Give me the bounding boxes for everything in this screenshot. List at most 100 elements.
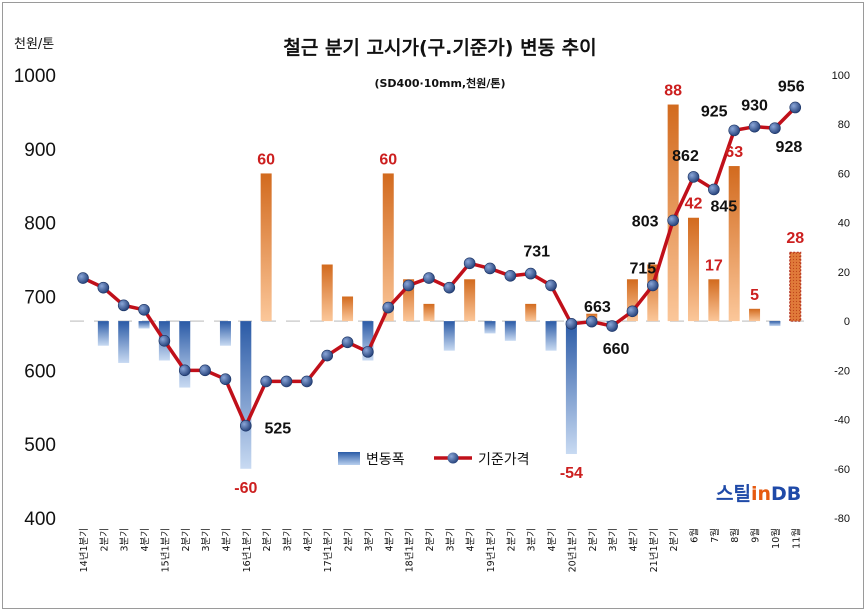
- line-value-label: 956: [778, 78, 805, 95]
- price-markers: [77, 101, 802, 432]
- bar-value-label: -54: [560, 465, 583, 482]
- change-bar: [403, 279, 415, 322]
- right-axis-tick: -20: [834, 365, 850, 377]
- chart-subtitle: (SD400·10mm,천원/톤): [374, 76, 505, 90]
- x-axis-labels: 14년1분기 2분기 3분기 4분기 15년1분기 2분기 3분기 4분기 16년1분기 2분기 3…: [79, 528, 802, 572]
- line-value-label: 663: [584, 299, 611, 316]
- x-axis-label: 4분기: [140, 528, 151, 552]
- change-bar: [484, 321, 496, 334]
- line-value-label: 930: [741, 98, 768, 115]
- x-axis-label: 3분기: [527, 528, 538, 552]
- right-axis-tick: 60: [838, 168, 850, 180]
- line-value-label: 715: [629, 260, 656, 277]
- price-marker: [484, 262, 496, 275]
- change-bar: [626, 279, 638, 322]
- x-axis-label: 4분기: [384, 528, 395, 552]
- right-axis-tick: 100: [832, 70, 850, 82]
- price-marker: [708, 183, 720, 196]
- price-marker: [667, 214, 679, 227]
- x-axis-label: 4분기: [628, 528, 639, 552]
- line-value-label: 862: [672, 148, 699, 165]
- price-marker: [382, 301, 395, 314]
- change-bar: [728, 166, 740, 322]
- change-bar: [545, 321, 557, 351]
- price-marker: [443, 281, 456, 294]
- change-bar: [138, 321, 150, 329]
- legend-bar-swatch: [338, 452, 360, 465]
- legend-line-label: 기준가격: [478, 452, 530, 468]
- price-marker: [97, 281, 110, 294]
- price-marker: [687, 171, 700, 183]
- right-axis-ticks: 100 80 60 40 20 0 -20 -40 -60 -80: [832, 70, 850, 525]
- x-axis-label: 19년1분기: [486, 528, 497, 572]
- left-axis-tick: 700: [24, 288, 56, 309]
- x-axis-label: 6월: [689, 528, 701, 543]
- chart-title: 철근 분기 고시가(구.기준가) 변동 추이: [283, 37, 596, 59]
- brand-logo: 스틸inDB: [716, 483, 801, 505]
- change-bar: [423, 303, 435, 322]
- x-axis-label: 8월: [729, 528, 741, 543]
- change-bar: [97, 321, 109, 346]
- left-axis-tick: 600: [24, 361, 56, 382]
- change-bar: [647, 264, 659, 322]
- change-bar: [769, 321, 781, 327]
- x-axis-label: 20년1분기: [567, 528, 578, 572]
- x-axis-label: 3분기: [201, 528, 212, 552]
- x-axis-label: 2분기: [506, 528, 517, 552]
- x-axis-label: 3분기: [445, 528, 456, 552]
- left-axis-unit: 천원/톤: [14, 37, 54, 52]
- price-marker: [158, 334, 171, 347]
- x-axis-label: 2분기: [669, 528, 680, 552]
- price-marker: [789, 101, 802, 114]
- line-value-label: 731: [523, 244, 550, 261]
- bar-value-label: 60: [257, 151, 275, 168]
- x-axis-label: 4분기: [466, 528, 477, 552]
- price-marker: [626, 305, 639, 318]
- price-marker: [524, 267, 537, 280]
- x-axis-label: 9월: [750, 528, 762, 543]
- change-bar: [708, 279, 720, 322]
- brand-text: 스틸inDB: [716, 483, 801, 505]
- left-axis-tick: 1000: [14, 66, 56, 87]
- x-axis-label: 14년1분기: [79, 528, 90, 572]
- change-bar: [382, 173, 394, 322]
- change-bar: [464, 279, 476, 322]
- bar-value-label: 60: [379, 151, 397, 168]
- change-bar: [504, 321, 516, 341]
- change-bar: [688, 217, 699, 322]
- price-marker: [199, 364, 211, 377]
- price-marker: [260, 375, 272, 388]
- line-value-label: 845: [710, 198, 737, 215]
- price-marker: [77, 272, 89, 284]
- right-axis-tick: 80: [838, 119, 850, 131]
- line-value-label: 525: [264, 421, 291, 438]
- change-bar: [118, 321, 130, 363]
- right-axis-tick: 0: [844, 316, 850, 328]
- x-axis-label: 2분기: [181, 528, 192, 552]
- x-axis-label: 4분기: [221, 528, 232, 552]
- price-marker: [565, 318, 578, 330]
- price-marker: [545, 279, 557, 292]
- change-bar: [342, 296, 354, 322]
- line-value-label: 925: [701, 103, 728, 120]
- x-axis-label: 3분기: [283, 528, 294, 552]
- change-bar: [321, 264, 333, 322]
- change-bar: [789, 251, 802, 322]
- x-axis-label: 16년1분기: [242, 528, 253, 572]
- price-marker: [138, 303, 150, 316]
- price-marker: [769, 122, 781, 134]
- bar-value-label: 88: [664, 83, 682, 100]
- change-bars: [97, 104, 802, 469]
- price-marker: [646, 279, 659, 292]
- change-bar: [565, 321, 577, 455]
- price-marker: [117, 299, 130, 312]
- legend-bar-label: 변동폭: [366, 452, 405, 468]
- x-axis-label: 2분기: [344, 528, 355, 552]
- x-axis-label: 11월: [790, 528, 802, 549]
- price-marker: [728, 124, 741, 137]
- price-marker: [321, 349, 334, 362]
- x-axis-label: 3분기: [120, 528, 131, 552]
- bar-value-label: 63: [725, 144, 743, 161]
